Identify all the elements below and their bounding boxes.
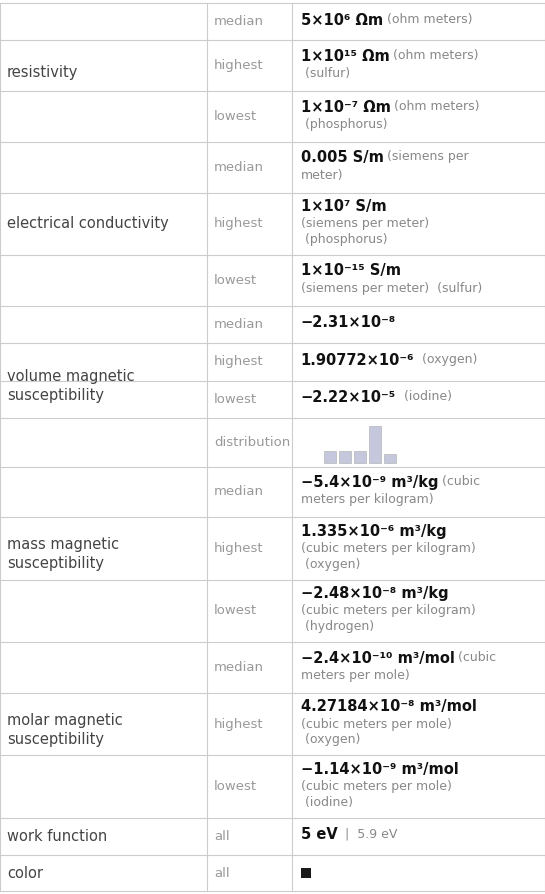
Bar (324, 451, 336, 462)
Text: lowest: lowest (214, 780, 257, 793)
Text: (cubic: (cubic (438, 475, 480, 488)
Text: median: median (214, 161, 264, 173)
Text: (oxygen): (oxygen) (414, 353, 477, 366)
Text: (siemens per meter): (siemens per meter) (301, 217, 429, 231)
Text: (hydrogen): (hydrogen) (301, 620, 374, 633)
Text: 5 eV: 5 eV (301, 827, 337, 842)
Text: (ohm meters): (ohm meters) (389, 49, 479, 62)
Text: median: median (214, 661, 264, 674)
Text: meter): meter) (301, 169, 343, 181)
Text: lowest: lowest (214, 604, 257, 618)
Text: molar magnetic
susceptibility: molar magnetic susceptibility (7, 713, 123, 746)
Text: 1×10⁷ S/m: 1×10⁷ S/m (301, 199, 386, 214)
Text: (phosphorus): (phosphorus) (301, 118, 387, 131)
Text: resistivity: resistivity (7, 65, 78, 80)
Bar (354, 451, 366, 462)
Text: distribution: distribution (214, 435, 290, 449)
Text: color: color (7, 865, 43, 881)
Text: all: all (214, 830, 230, 843)
Text: highest: highest (214, 718, 264, 730)
Text: −2.4×10⁻¹⁰ m³/mol: −2.4×10⁻¹⁰ m³/mol (301, 651, 455, 665)
Text: highest: highest (214, 356, 264, 368)
Text: work function: work function (7, 829, 107, 844)
Text: −5.4×10⁻⁹ m³/kg: −5.4×10⁻⁹ m³/kg (301, 475, 438, 490)
Text: median: median (214, 15, 264, 29)
Text: −1.14×10⁻⁹ m³/mol: −1.14×10⁻⁹ m³/mol (301, 762, 458, 777)
Text: (cubic meters per mole): (cubic meters per mole) (301, 718, 451, 730)
Text: 1.90772×10⁻⁶: 1.90772×10⁻⁶ (301, 353, 414, 367)
Text: lowest: lowest (214, 392, 257, 406)
Bar (338, 451, 351, 462)
Text: electrical conductivity: electrical conductivity (7, 216, 169, 232)
Text: lowest: lowest (214, 110, 257, 123)
Bar (368, 426, 381, 462)
Text: all: all (214, 866, 230, 880)
Text: (cubic meters per mole): (cubic meters per mole) (301, 780, 451, 793)
Text: highest: highest (214, 542, 264, 555)
Text: median: median (214, 485, 264, 498)
Text: meters per mole): meters per mole) (301, 669, 409, 682)
Text: −2.31×10⁻⁸: −2.31×10⁻⁸ (301, 316, 396, 331)
Text: (sulfur): (sulfur) (301, 67, 350, 80)
Text: (cubic meters per kilogram): (cubic meters per kilogram) (301, 604, 475, 618)
Text: mass magnetic
susceptibility: mass magnetic susceptibility (7, 537, 119, 571)
Text: 4.27184×10⁻⁸ m³/mol: 4.27184×10⁻⁸ m³/mol (301, 699, 476, 714)
Text: −2.48×10⁻⁸ m³/kg: −2.48×10⁻⁸ m³/kg (301, 586, 448, 601)
Text: |  5.9 eV: | 5.9 eV (337, 827, 398, 840)
Text: (oxygen): (oxygen) (301, 733, 360, 746)
Text: (oxygen): (oxygen) (301, 558, 360, 570)
Text: (ohm meters): (ohm meters) (390, 99, 480, 113)
Bar (301, 868, 311, 878)
Text: (phosphorus): (phosphorus) (301, 233, 387, 246)
Text: 1×10¹⁵ Ωm: 1×10¹⁵ Ωm (301, 49, 389, 63)
Text: median: median (214, 318, 264, 331)
Text: (cubic: (cubic (455, 651, 496, 663)
Text: −2.22×10⁻⁵: −2.22×10⁻⁵ (301, 391, 396, 405)
Text: (siemens per: (siemens per (384, 150, 469, 164)
Text: highest: highest (214, 217, 264, 231)
Text: meters per kilogram): meters per kilogram) (301, 493, 433, 506)
Text: (ohm meters): (ohm meters) (383, 13, 472, 26)
Text: 0.005 S/m: 0.005 S/m (301, 150, 384, 165)
Text: (siemens per meter)  (sulfur): (siemens per meter) (sulfur) (301, 282, 482, 295)
Text: (iodine): (iodine) (396, 391, 452, 403)
Text: lowest: lowest (214, 274, 257, 287)
Text: 1.335×10⁻⁶ m³/kg: 1.335×10⁻⁶ m³/kg (301, 524, 446, 539)
Text: (cubic meters per kilogram): (cubic meters per kilogram) (301, 542, 475, 555)
Text: 1×10⁻⁷ Ωm: 1×10⁻⁷ Ωm (301, 99, 390, 114)
Text: 5×10⁶ Ωm: 5×10⁶ Ωm (301, 13, 383, 28)
Text: (iodine): (iodine) (301, 796, 353, 808)
Text: volume magnetic
susceptibility: volume magnetic susceptibility (7, 369, 135, 403)
Text: 1×10⁻¹⁵ S/m: 1×10⁻¹⁵ S/m (301, 264, 401, 278)
Bar (384, 454, 396, 462)
Text: highest: highest (214, 59, 264, 72)
